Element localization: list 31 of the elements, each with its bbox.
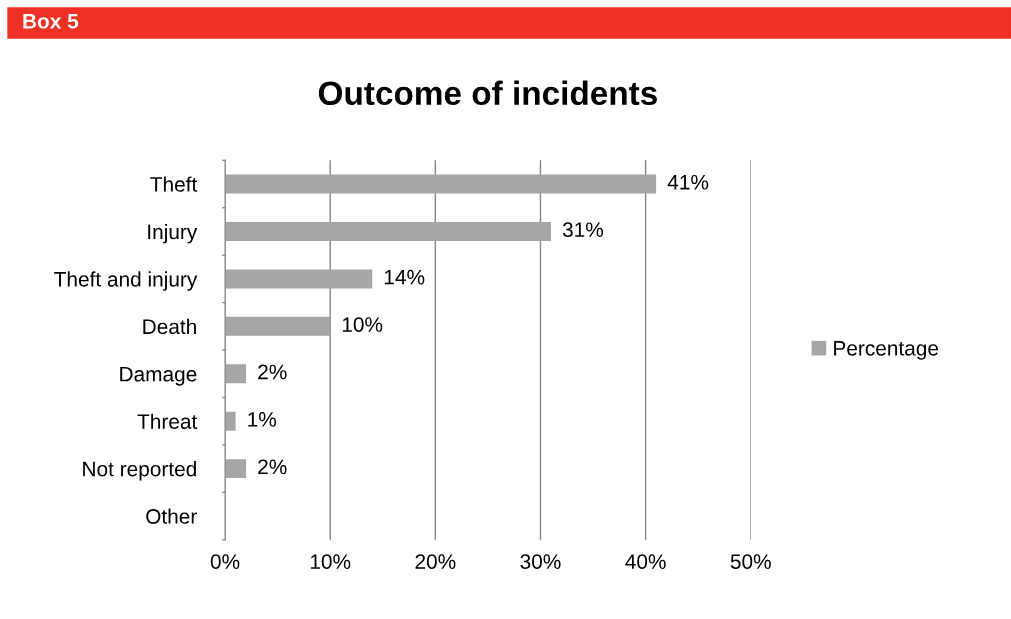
chart-title: Outcome of incidents (318, 80, 657, 106)
bar (225, 269, 373, 289)
text: 10% (342, 317, 383, 332)
y-tick-label: Damage (120, 366, 197, 386)
text: 41% (667, 174, 709, 190)
bar (225, 411, 236, 431)
bar (225, 364, 247, 384)
text: 14% (384, 269, 425, 285)
y-tick-label: Threat (137, 413, 198, 429)
text: 2% (258, 459, 287, 475)
x-tick-label: 30% (520, 554, 561, 569)
y-tick-label: Injury (148, 223, 198, 244)
text: 1% (248, 412, 277, 427)
y-tick-label: Theft (150, 176, 198, 192)
legend-label: Percentage (834, 341, 939, 360)
x-tick-label: 0% (210, 554, 240, 569)
y-tick-label: Other (146, 508, 197, 524)
bar (225, 221, 551, 241)
text: 31% (562, 222, 604, 238)
x-tick-label: 10% (310, 554, 351, 569)
y-tick-label: Not reported (83, 461, 196, 481)
y-tick-label: Theft and injury (54, 271, 198, 291)
bar (225, 459, 247, 479)
x-tick-label: 40% (625, 554, 666, 569)
text: Box 5 (23, 14, 79, 29)
y-tick-label: Death (143, 318, 196, 335)
text: 2% (258, 364, 287, 380)
bar (225, 316, 331, 336)
x-tick-label: 50% (730, 554, 771, 569)
bar (225, 174, 657, 194)
x-tick-label: 20% (415, 554, 456, 569)
